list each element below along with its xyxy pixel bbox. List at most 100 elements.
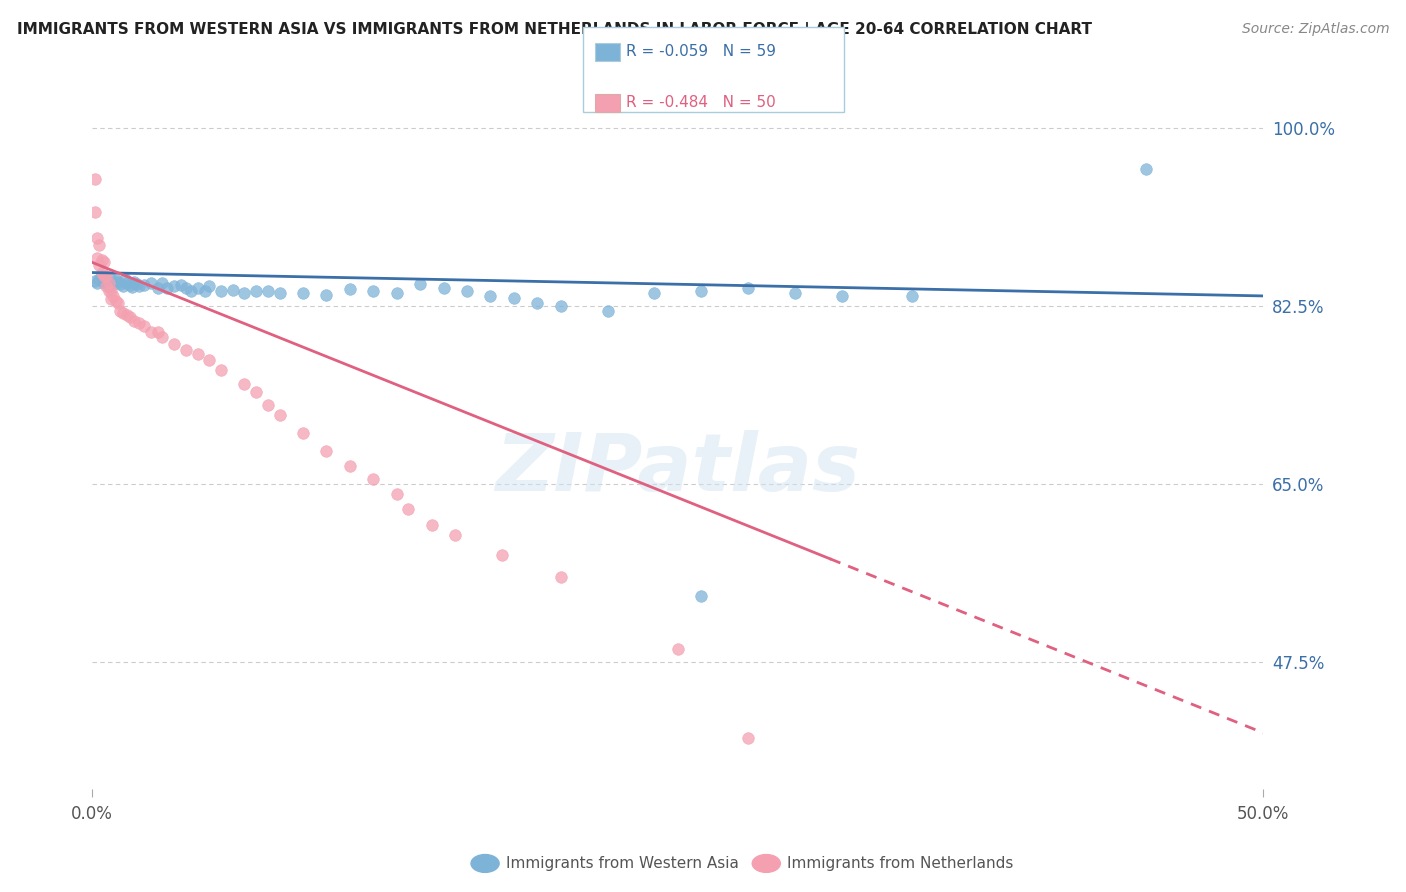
Point xyxy=(96,278,118,293)
Point xyxy=(96,268,118,283)
Point xyxy=(690,284,713,298)
Point xyxy=(385,285,408,300)
Point xyxy=(222,283,245,297)
Point xyxy=(118,310,141,325)
Point xyxy=(292,426,315,441)
Point xyxy=(124,314,146,328)
Point xyxy=(233,377,256,392)
Point xyxy=(100,284,122,298)
Point xyxy=(146,325,169,339)
Point xyxy=(118,277,141,292)
Point xyxy=(526,296,548,310)
Point xyxy=(596,304,619,318)
Y-axis label: In Labor Force | Age 20-64: In Labor Force | Age 20-64 xyxy=(0,324,8,542)
Point xyxy=(292,285,315,300)
Point xyxy=(737,281,759,295)
Point xyxy=(97,284,120,298)
Point xyxy=(396,502,419,516)
Point xyxy=(257,284,280,298)
Point xyxy=(103,289,125,303)
Text: ZIPatlas: ZIPatlas xyxy=(495,430,860,508)
Text: Immigrants from Netherlands: Immigrants from Netherlands xyxy=(787,856,1014,871)
Point xyxy=(502,291,524,305)
Point xyxy=(117,308,139,322)
Point xyxy=(93,276,115,290)
Point xyxy=(128,317,150,331)
Point xyxy=(110,304,132,318)
Point xyxy=(257,398,280,412)
Point xyxy=(187,347,209,361)
Point xyxy=(86,252,108,266)
Point xyxy=(233,285,256,300)
Point xyxy=(550,299,572,313)
Point xyxy=(737,731,759,745)
Point xyxy=(104,293,127,308)
Point xyxy=(97,276,120,290)
Point xyxy=(409,277,432,291)
Point xyxy=(128,278,150,293)
Point xyxy=(187,281,209,295)
Point xyxy=(163,278,186,293)
Point xyxy=(100,271,122,285)
Point xyxy=(209,363,232,377)
Text: IMMIGRANTS FROM WESTERN ASIA VS IMMIGRANTS FROM NETHERLANDS IN LABOR FORCE | AGE: IMMIGRANTS FROM WESTERN ASIA VS IMMIGRAN… xyxy=(17,22,1092,38)
Point xyxy=(269,285,291,300)
Point xyxy=(97,278,120,293)
Point xyxy=(339,282,361,296)
Point xyxy=(783,285,806,300)
Point xyxy=(110,277,132,291)
Point xyxy=(690,589,713,603)
Point xyxy=(194,284,217,298)
Point xyxy=(96,274,118,288)
Point xyxy=(107,296,129,310)
Point xyxy=(117,276,139,290)
Point xyxy=(139,325,162,339)
Point xyxy=(83,204,105,219)
Point xyxy=(90,253,112,268)
Point xyxy=(107,275,129,289)
Point xyxy=(174,281,197,295)
Point xyxy=(89,259,111,273)
Point xyxy=(174,343,197,357)
Point xyxy=(104,273,127,287)
Point xyxy=(209,284,232,298)
Point xyxy=(170,277,193,292)
Point xyxy=(479,289,502,303)
Text: Source: ZipAtlas.com: Source: ZipAtlas.com xyxy=(1241,22,1389,37)
Point xyxy=(103,277,125,291)
Point xyxy=(132,319,155,334)
Point xyxy=(550,570,572,584)
Point xyxy=(339,458,361,473)
Point xyxy=(269,408,291,422)
Point xyxy=(125,277,148,291)
Point xyxy=(361,472,384,486)
Point xyxy=(83,274,105,288)
Point xyxy=(132,277,155,292)
Point xyxy=(93,268,115,283)
Point xyxy=(1135,161,1157,176)
Point xyxy=(89,271,111,285)
Point xyxy=(114,271,136,285)
Point xyxy=(385,487,408,501)
Point xyxy=(666,641,689,656)
Text: Immigrants from Western Asia: Immigrants from Western Asia xyxy=(506,856,740,871)
Point xyxy=(83,172,105,186)
Point xyxy=(152,329,174,343)
Point xyxy=(89,238,111,252)
Point xyxy=(156,281,179,295)
Point xyxy=(111,278,134,293)
Text: R = -0.059   N = 59: R = -0.059 N = 59 xyxy=(626,45,776,59)
Point xyxy=(491,548,513,562)
Point xyxy=(901,289,924,303)
Point xyxy=(152,276,174,290)
Point xyxy=(432,281,454,295)
Point xyxy=(245,284,267,298)
Point xyxy=(198,353,221,368)
Point xyxy=(456,284,478,298)
Point xyxy=(100,292,122,306)
Text: R = -0.484   N = 50: R = -0.484 N = 50 xyxy=(626,95,776,110)
Point xyxy=(444,527,467,541)
Point xyxy=(86,276,108,290)
Point xyxy=(121,280,143,294)
Point xyxy=(139,276,162,290)
